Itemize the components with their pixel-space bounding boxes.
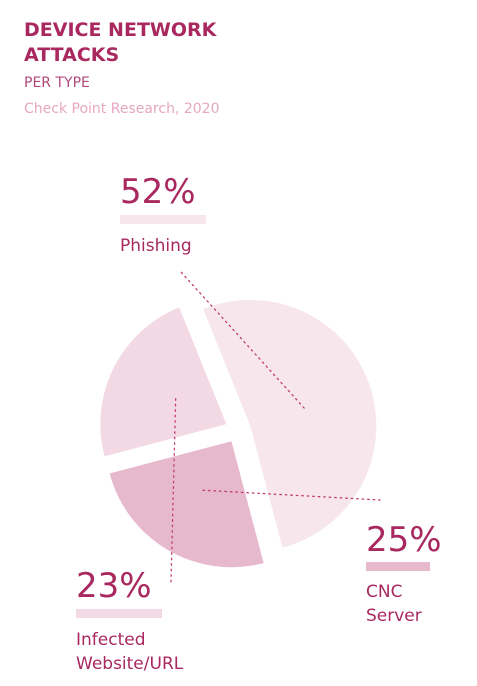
legend-swatch-infected-website [76,609,162,618]
value-label-infected-website: 23% [76,566,152,606]
category-label-phishing: Phishing [120,236,192,256]
chart-title: DEVICE NETWORK ATTACKS [24,18,444,68]
pie-slice-cnc-server [109,441,264,568]
category-label-infected-website: Infected Website/URL [76,630,184,674]
legend-swatch-cnc-server [366,562,430,571]
leader-line-cnc-server [202,489,381,501]
chart-header: DEVICE NETWORK ATTACKS PER TYPE Check Po… [24,18,444,118]
pie-slice-infected-website [100,307,227,457]
pie-slice-phishing [203,299,377,548]
legend-swatch-phishing [120,215,206,224]
category-label-cnc-server: CNC Server [366,582,422,626]
chart-title-line-2: ATTACKS [24,44,120,66]
chart-subtitle: PER TYPE [24,75,90,91]
chart-source: Check Point Research, 2020 [24,101,220,117]
value-label-phishing: 52% [120,172,196,212]
value-label-cnc-server: 25% [366,520,442,560]
chart-title-line-1: DEVICE NETWORK [24,19,217,41]
